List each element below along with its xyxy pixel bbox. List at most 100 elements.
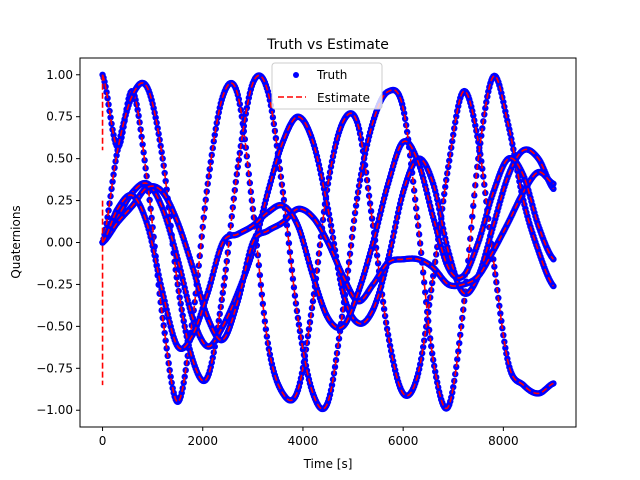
truth-point	[438, 215, 445, 223]
truth-point	[214, 114, 221, 121]
truth-point	[256, 271, 264, 279]
x-tick-label: 2000	[187, 434, 218, 448]
x-tick-label: 6000	[388, 434, 419, 448]
truth-point	[357, 135, 365, 143]
truth-point	[207, 158, 214, 166]
y-tick-label: −0.25	[36, 277, 73, 291]
truth-point	[454, 356, 461, 363]
truth-point	[390, 228, 398, 236]
legend: Truth Estimate	[271, 62, 383, 110]
truth-point	[134, 106, 141, 114]
truth-point	[430, 272, 437, 280]
legend-truth-marker	[293, 72, 299, 78]
truth-point	[455, 348, 462, 355]
truth-point	[327, 222, 335, 229]
legend-truth-label: Truth	[316, 68, 347, 82]
truth-point	[440, 225, 447, 233]
truth-point	[419, 343, 427, 351]
y-tick-label: −0.75	[36, 361, 73, 375]
estimate-line	[102, 171, 554, 341]
y-axis-ticks: −1.00 −0.75 −0.50 −0.25 0.00 0.25 0.50 0.75 1.00	[36, 68, 80, 417]
truth-point	[470, 202, 477, 210]
truth-point	[280, 196, 288, 204]
truth-point	[104, 214, 111, 221]
truth-point	[469, 213, 476, 220]
truth-point	[173, 274, 180, 281]
truth-point	[262, 326, 270, 333]
truth-point	[299, 346, 307, 353]
truth-point	[428, 343, 435, 350]
truth-point	[366, 200, 374, 207]
truth-point	[356, 176, 364, 184]
y-tick-label: −1.00	[36, 403, 73, 417]
truth-point	[288, 266, 296, 274]
truth-point	[220, 282, 227, 289]
truth-point	[367, 207, 375, 215]
truth-point	[139, 141, 146, 148]
truth-point	[287, 257, 295, 265]
truth-point	[181, 373, 188, 380]
truth-point	[392, 219, 400, 226]
truth-point	[286, 248, 294, 256]
truth-point	[301, 357, 309, 364]
y-tick-label: 0.75	[46, 110, 73, 124]
truth-point	[450, 383, 457, 391]
truth-point	[266, 96, 274, 104]
truth-point	[416, 361, 424, 368]
truth-point	[320, 185, 328, 192]
truth-point	[419, 269, 427, 276]
truth-point	[176, 294, 183, 301]
truth-point	[352, 202, 360, 209]
truth-point	[380, 305, 388, 313]
truth-point	[289, 275, 297, 283]
truth-point	[257, 281, 265, 289]
truth-point	[331, 363, 339, 371]
truth-point	[420, 279, 428, 286]
truth-point	[259, 300, 267, 308]
y-tick-label: −0.50	[36, 319, 73, 333]
truth-point	[497, 310, 504, 317]
truth-point	[243, 104, 251, 112]
truth-point	[109, 178, 116, 185]
y-tick-label: 0.25	[46, 194, 73, 208]
truth-point	[161, 329, 168, 337]
truth-point	[453, 363, 460, 371]
truth-point	[446, 157, 453, 164]
truth-point	[138, 133, 145, 140]
truth-point	[550, 282, 557, 290]
y-tick-label: 0.50	[46, 152, 73, 166]
truth-point	[295, 321, 303, 328]
truth-point	[403, 128, 411, 136]
truth-point	[550, 180, 557, 187]
truth-point	[162, 177, 169, 185]
truth-point	[291, 292, 299, 299]
y-tick-label: 0.00	[46, 236, 73, 250]
truth-point	[167, 373, 174, 380]
legend-estimate-label: Estimate	[317, 91, 370, 105]
estimate-line	[101, 140, 555, 350]
truth-point	[103, 88, 110, 96]
truth-point	[298, 370, 306, 377]
truth-point	[235, 156, 243, 164]
truth-point	[478, 132, 485, 139]
truth-point	[441, 190, 448, 198]
truth-point	[215, 317, 222, 325]
y-tick-label: 1.00	[46, 68, 73, 82]
x-axis-ticks: 0 2000 4000 6000 8000	[99, 427, 519, 448]
truth-point	[269, 114, 277, 121]
truth-point	[498, 317, 505, 325]
truth-point	[432, 368, 439, 375]
truth-point	[516, 178, 523, 185]
chart-title: Truth vs Estimate	[266, 37, 389, 53]
truth-point	[379, 298, 387, 306]
truth-point	[374, 260, 382, 267]
truth-point	[258, 291, 266, 298]
truth-point	[429, 350, 436, 357]
truth-point	[325, 174, 333, 182]
truth-point	[322, 195, 330, 203]
truth-point	[384, 331, 392, 338]
truth-point	[470, 112, 477, 119]
truth-point	[211, 131, 218, 139]
truth-point	[453, 113, 460, 120]
truth-point	[477, 140, 484, 147]
